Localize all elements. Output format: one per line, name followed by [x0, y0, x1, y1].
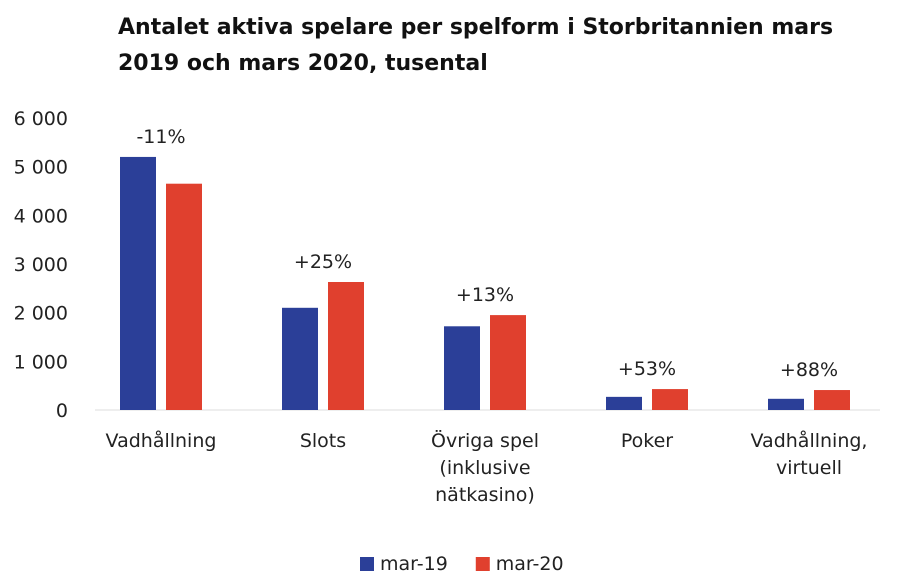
annotation: +25% [294, 251, 352, 273]
bar [328, 282, 364, 410]
bar [768, 398, 804, 410]
y-tick-label: 6 000 [14, 108, 68, 130]
y-tick-label: 0 [56, 400, 68, 422]
legend-swatch [360, 557, 374, 571]
x-tick-label: Övriga spel (inklusive nätkasino) [431, 430, 539, 506]
annotation: +88% [780, 359, 838, 381]
legend-swatch [475, 557, 490, 571]
bar [814, 390, 850, 410]
x-tick-label: Vadhållning, virtuell [750, 430, 868, 479]
y-tick-label: 3 000 [14, 254, 68, 276]
y-tick-label: 4 000 [14, 205, 68, 227]
bar [120, 156, 156, 410]
bar [606, 396, 642, 410]
bar [282, 307, 318, 410]
bar [166, 183, 202, 410]
x-tick-label: Slots [299, 430, 347, 452]
bar [652, 389, 688, 410]
legend-label: mar-19 [380, 553, 448, 574]
x-tick-label: Vadhållning [105, 430, 217, 452]
annotation: -11% [136, 126, 185, 148]
annotation: +53% [618, 358, 676, 380]
legend-label: mar-20 [496, 553, 564, 574]
bar [444, 326, 480, 410]
y-tick-label: 2 000 [14, 303, 68, 325]
x-tick-label: Poker [620, 430, 674, 452]
y-tick-label: 1 000 [14, 351, 68, 373]
chart-title: Antalet aktiva spelare per spelform i St… [118, 15, 834, 76]
annotation: +13% [456, 284, 514, 306]
bar [490, 315, 526, 410]
y-tick-label: 5 000 [14, 157, 68, 179]
